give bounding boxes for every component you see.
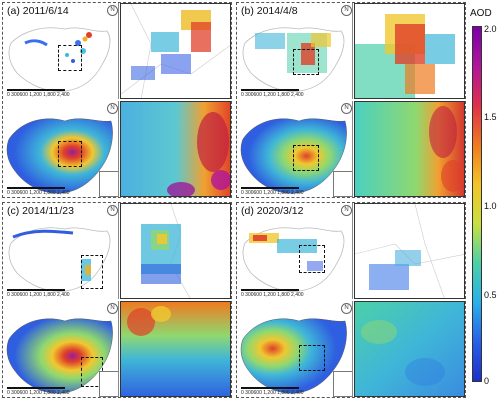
south-china-sea-inset	[99, 171, 118, 197]
panel-a-bottom-zoom-graphic	[121, 102, 230, 196]
north-arrow-icon: N	[107, 5, 118, 16]
colorbar-tick-1-0: 1.0	[484, 201, 497, 211]
panel-d-bottom-zoom-graphic	[355, 302, 464, 396]
panel-d-top-map: N 0 300600 1,200 1,800 2,400	[237, 203, 353, 299]
panel-c-top-map: N 0 300600 1,200 1,800 2,400	[3, 203, 119, 299]
panel-c-top-map-graphic	[8, 227, 111, 292]
scale-text: 0 300600 1,200 1,800 2,400	[241, 190, 304, 196]
panel-c-bottom-zoom	[120, 301, 231, 397]
panel-a-bottom-map-graphic	[6, 118, 113, 194]
panel-d-title: (d) 2020/3/12	[241, 205, 304, 217]
panel-c: N 0 300600 1,200 1,800 2,400	[2, 202, 232, 398]
panel-d-top-zoom-box	[299, 245, 325, 273]
panel-c-bottom-map: N 0 300600 1,200 1,800 2,400	[3, 301, 119, 397]
panel-d-top-zoom-graphic	[355, 204, 464, 298]
panel-b-bottom-zoom	[354, 101, 465, 197]
panel-d-bottom-zoom	[354, 301, 465, 397]
colorbar-tick-1-5: 1.5	[484, 112, 497, 122]
colorbar-title: AOD	[470, 8, 492, 19]
south-china-sea-inset	[333, 171, 352, 197]
scale-bar	[7, 289, 65, 291]
scale-text: 0 300600 1,200 1,800 2,400	[241, 92, 304, 98]
scale-bar	[241, 387, 299, 389]
north-arrow-icon: N	[107, 303, 118, 314]
panel-c-bottom-map-graphic	[6, 318, 113, 394]
panel-b-title: (b) 2014/4/8	[241, 5, 298, 17]
scale-bar	[241, 89, 299, 91]
panel-a-top-zoom	[120, 3, 231, 99]
panel-a-bottom-zoom	[120, 101, 231, 197]
panel-c-title: (c) 2014/11/23	[7, 205, 74, 217]
scale-text: 0 300600 1,200 1,800 2,400	[7, 292, 70, 298]
panel-a-title: (a) 2011/6/14	[7, 5, 69, 17]
scale-text: 0 300600 1,200 1,800 2,400	[241, 292, 304, 298]
panel-b-top-zoom-box	[293, 49, 319, 75]
panel-a-top-zoom-box	[58, 45, 82, 71]
panel-b-bottom-zoom-box	[293, 145, 319, 171]
panel-d-bottom-zoom-box	[299, 345, 325, 371]
panel-c-top-zoom	[120, 203, 231, 299]
panel-a-bottom-map: N 0 300600 1,200 1,800 2,400	[3, 101, 119, 197]
south-china-sea-inset	[99, 371, 118, 397]
scale-text: 0 300600 1,200 1,800 2,400	[7, 190, 70, 196]
panel-d-bottom-map-graphic	[240, 318, 347, 394]
panel-b: N 0 300600 1,200 1,800 2,400	[236, 2, 466, 198]
panel-c-top-zoom-graphic	[141, 204, 191, 298]
north-arrow-icon: N	[341, 103, 352, 114]
north-arrow-icon: N	[341, 205, 352, 216]
scale-bar	[7, 89, 65, 91]
colorbar-gradient	[472, 26, 482, 382]
colorbar-tick-0-5: 0.5	[484, 290, 497, 300]
scale-bar	[7, 187, 65, 189]
colorbar-tick-2-0: 2.0	[484, 24, 497, 34]
panel-a-top-map: N 0 300600 1,200 1,800 2,400	[3, 3, 119, 99]
panel-d-bottom-map: N 0 300600 1,200 1,800 2,400	[237, 301, 353, 397]
panel-a-bottom-zoom-box	[58, 141, 82, 167]
panel-b-bottom-zoom-graphic	[355, 102, 464, 196]
panel-c-bottom-zoom-graphic	[121, 302, 230, 396]
panel-d-top-map-graphic	[242, 227, 345, 292]
panel-d-top-zoom	[354, 203, 465, 299]
panel-a-top-zoom-graphic	[121, 4, 230, 98]
scale-bar	[241, 187, 299, 189]
scale-text: 0 300600 1,200 1,800 2,400	[7, 390, 70, 396]
scale-bar	[241, 289, 299, 291]
panel-b-top-map: N 0 300600 1,200 1,800 2,400	[237, 3, 353, 99]
north-arrow-icon: N	[107, 103, 118, 114]
panel-d: N 0 300600 1,200 1,800 2,400	[236, 202, 466, 398]
north-arrow-icon: N	[107, 205, 118, 216]
north-arrow-icon: N	[341, 5, 352, 16]
south-china-sea-inset	[333, 371, 352, 397]
scale-bar	[7, 387, 65, 389]
scale-text: 0 300600 1,200 1,800 2,400	[241, 390, 304, 396]
panel-c-top-zoom-box	[81, 255, 103, 289]
colorbar: AOD 2.0 1.5 1.0 0.5 0	[468, 2, 500, 398]
panel-a: N 0 300600 1,200 1,800 2,400	[2, 2, 232, 198]
panel-a-top-map-graphic	[8, 27, 111, 92]
panel-b-bottom-map: N 0 300600 1,200 1,800 2,400	[237, 101, 353, 197]
panel-b-top-zoom-graphic	[355, 14, 455, 98]
colorbar-tick-0: 0	[484, 376, 490, 386]
north-arrow-icon: N	[341, 303, 352, 314]
scale-text: 0 300600 1,200 1,800 2,400	[7, 92, 70, 98]
panel-b-top-zoom	[354, 3, 465, 99]
